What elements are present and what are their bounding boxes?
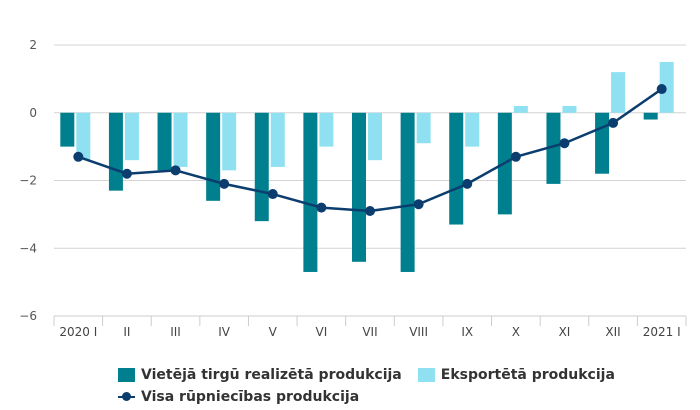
line-point <box>316 202 327 213</box>
line-series <box>73 84 667 216</box>
bar-domestic <box>546 112 561 184</box>
line-point <box>121 168 132 179</box>
bar-domestic <box>60 112 75 147</box>
x-tick-label: XI <box>559 325 571 339</box>
y-tick-label: 0 <box>29 106 37 120</box>
bar-export <box>562 105 577 113</box>
bar-export <box>513 105 528 113</box>
line-point <box>413 199 424 210</box>
bar-export <box>465 112 480 147</box>
x-tick-label: X <box>512 325 520 339</box>
line-point <box>510 151 521 162</box>
bar-export <box>416 112 431 144</box>
line-point <box>365 205 375 216</box>
x-tick-label: IX <box>461 325 473 339</box>
bar-domestic <box>108 112 123 191</box>
bar-export <box>270 112 285 167</box>
bar-domestic <box>449 112 464 225</box>
line-point <box>219 178 230 189</box>
x-tick-label: 2020 I <box>59 325 97 339</box>
bar-export <box>76 112 91 161</box>
line-point <box>462 178 473 189</box>
export-swatch-icon <box>417 368 435 382</box>
y-tick-label: 2 <box>29 38 37 52</box>
y-tick-label: −4 <box>19 241 37 255</box>
bar-export <box>368 112 382 161</box>
bar-domestic <box>352 112 366 262</box>
x-tick-label: III <box>170 325 181 339</box>
legend-item-domestic[interactable]: Vietējā tirgū realizētā produkcija <box>118 367 402 383</box>
legend: Vietējā tirgū realizētā produkcija Ekspo… <box>118 364 631 408</box>
x-tick-label: VII <box>362 325 377 339</box>
bar-export <box>124 112 139 161</box>
chart-canvas: 20−2−4−6 2020 I II III IV V VI VII VIII IX X XI XII… <box>19 38 687 339</box>
bar-domestic <box>254 112 269 222</box>
x-tick-label: VI <box>316 325 328 339</box>
bar-domestic <box>206 112 221 201</box>
x-tick-label: II <box>123 325 130 339</box>
y-axis-ticks: 2 0 −2 −4 −6 <box>19 38 37 323</box>
bar-export <box>659 61 674 113</box>
line-point <box>559 138 570 149</box>
x-tick-label: IV <box>218 325 231 339</box>
bars <box>60 61 674 272</box>
x-tick-label: V <box>269 325 278 339</box>
legend-label: Vietējā tirgū realizētā produkcija <box>141 367 402 383</box>
y-tick-label: −6 <box>19 309 37 323</box>
line-point <box>73 151 84 162</box>
y-tick-label: −2 <box>19 174 37 188</box>
x-axis: 2020 I II III IV V VI VII VIII IX X XI XII 2021 I <box>53 315 687 339</box>
x-tick-label: VIII <box>409 325 428 339</box>
bar-export <box>319 112 334 147</box>
domestic-swatch-icon <box>118 368 135 382</box>
bar-export <box>173 112 188 167</box>
line-point <box>267 189 278 200</box>
line-point <box>656 84 667 95</box>
legend-label: Eksportētā produkcija <box>440 367 615 383</box>
legend-item-total[interactable]: Visa rūpniecības produkcija <box>118 389 359 405</box>
x-tick-label: XII <box>605 325 620 339</box>
x-tick-label: 2021 I <box>643 325 681 339</box>
bar-domestic <box>157 112 172 171</box>
legend-label: Visa rūpniecības produkcija <box>141 389 360 405</box>
legend-item-export[interactable]: Eksportētā produkcija <box>417 367 615 383</box>
bar-domestic <box>400 112 415 272</box>
line-marker-icon <box>118 390 135 404</box>
line-point <box>608 117 619 128</box>
bar-export <box>611 72 626 113</box>
bar-export <box>222 112 237 171</box>
line-point <box>170 165 181 176</box>
bar-domestic <box>303 112 318 272</box>
bar-domestic <box>595 112 610 174</box>
bar-domestic <box>643 112 658 120</box>
